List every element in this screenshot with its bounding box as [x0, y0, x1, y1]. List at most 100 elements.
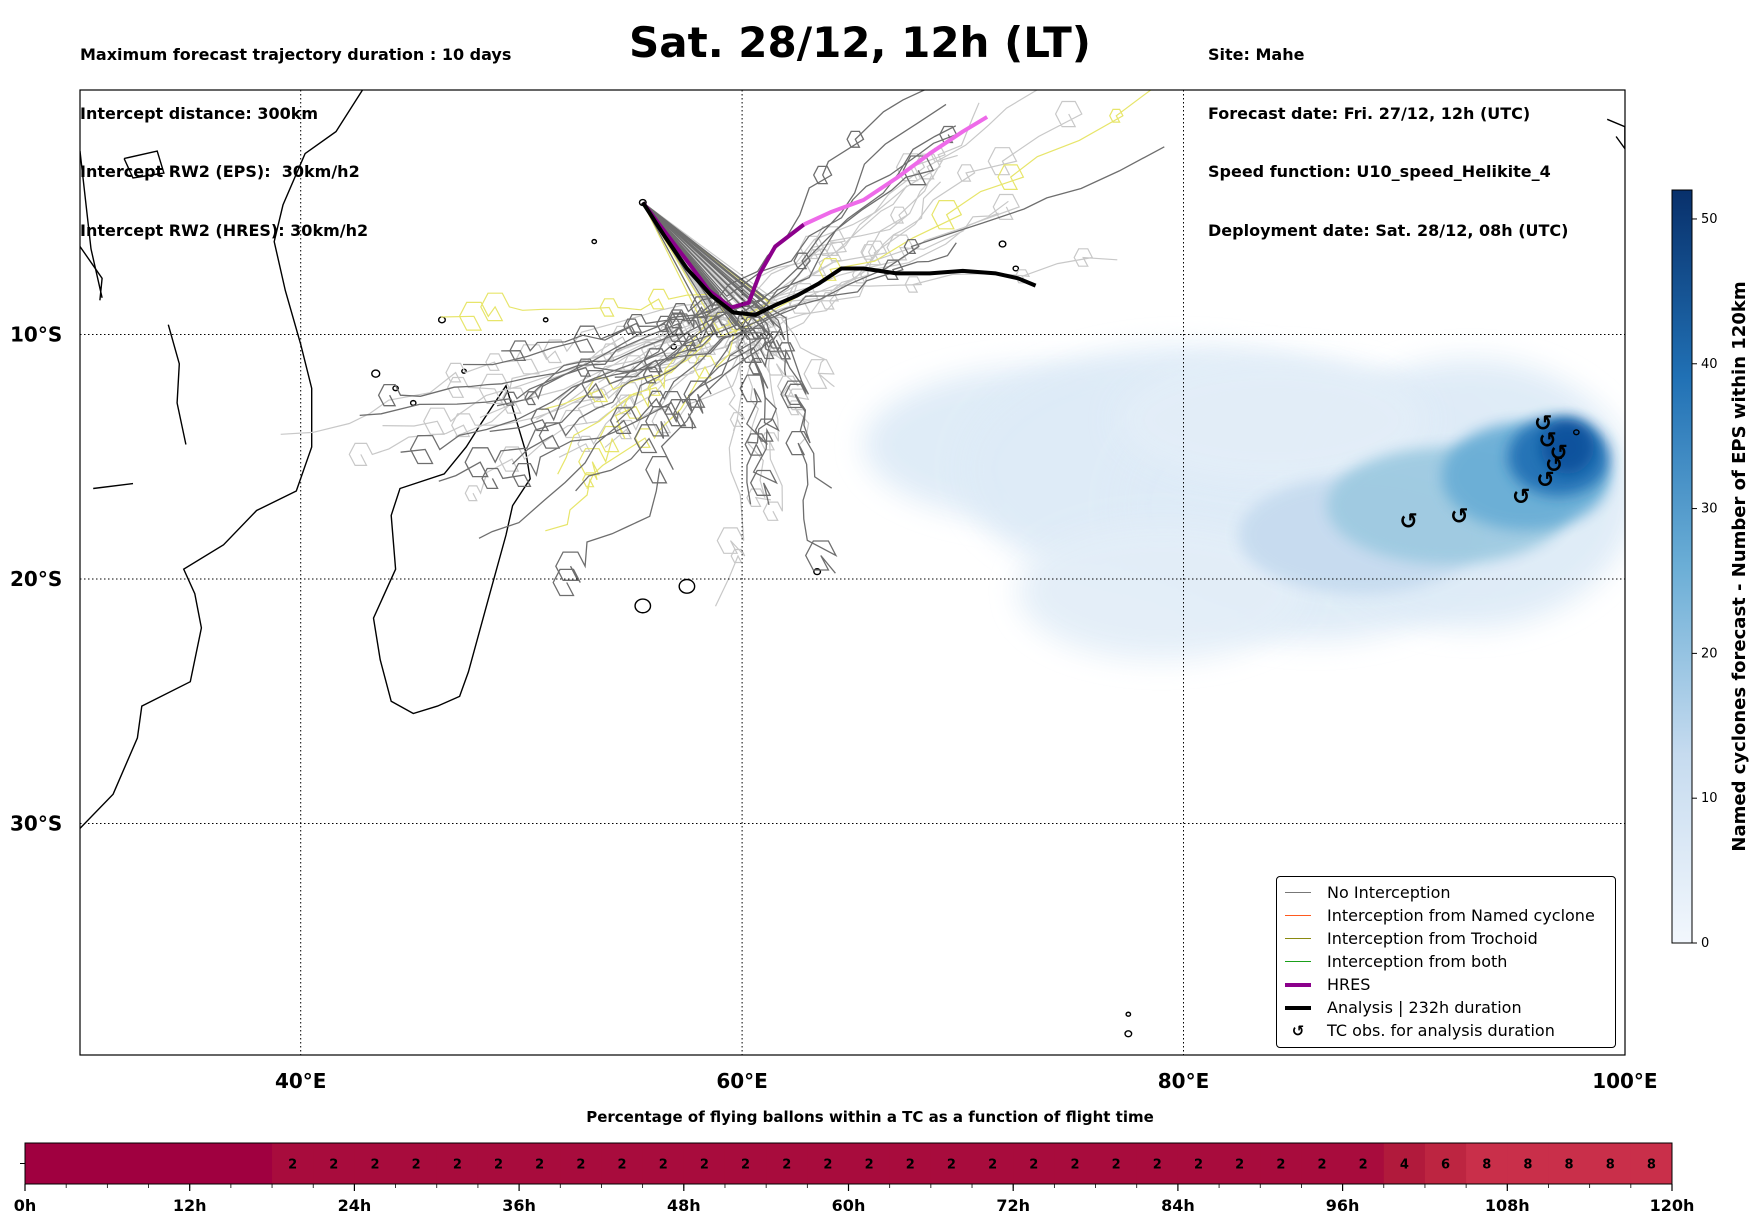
param-line: Intercept RW2 (EPS): 30km/h2	[80, 162, 360, 181]
timebar-value-label: 2	[782, 1158, 791, 1173]
timebar-value-label: 2	[1029, 1158, 1038, 1173]
island	[998, 240, 1007, 248]
ensemble-trajectory	[377, 202, 720, 407]
colorbar-tick-label: 10	[1701, 791, 1718, 806]
timebar-value-label: 2	[288, 1158, 297, 1173]
ensemble-trajectory	[642, 155, 935, 311]
legend-entry-trochoid: Interception from Trochoid	[1277, 927, 1538, 950]
ensemble-trajectory	[642, 202, 745, 430]
colorbar-tick-label: 0	[1701, 936, 1709, 951]
hres-track	[641, 201, 806, 310]
trochoid-trajectory	[557, 202, 725, 475]
island	[1572, 429, 1580, 436]
timebar-cell	[889, 1143, 932, 1184]
timebar-value-label: 2	[947, 1158, 956, 1173]
cyclone-density-field	[863, 346, 1625, 660]
legend-line-sample	[1285, 982, 1311, 987]
timebar-value-label: 2	[700, 1158, 709, 1173]
timebar-value-label: 2	[1276, 1158, 1285, 1173]
tc-observation-marker: ↺	[1450, 504, 1468, 529]
legend-label: No Interception	[1327, 883, 1451, 902]
y-tick-label: 10°S	[10, 323, 62, 347]
tc-observation-marker: ↺	[1534, 412, 1552, 437]
timebar-value-label: 2	[741, 1158, 750, 1173]
ensemble-trajectory	[642, 202, 747, 432]
timebar-tick-label: 72h	[996, 1196, 1030, 1213]
timebar-value-label: 8	[1647, 1158, 1656, 1173]
density-blob	[1541, 420, 1595, 474]
timebar-value-label: 8	[1565, 1158, 1574, 1173]
timebar-cell	[972, 1143, 1014, 1184]
timebar-value-label: 2	[906, 1158, 915, 1173]
ensemble-trajectory	[642, 125, 957, 308]
trochoid-trajectory	[545, 202, 712, 532]
timebar-tick-label: 12h	[173, 1196, 207, 1213]
coastline-lake-malawi	[167, 324, 187, 445]
timebar-cell	[1548, 1143, 1591, 1184]
colorbar-gradient	[1671, 189, 1693, 944]
timebar-cell	[1054, 1143, 1097, 1184]
site-parameters: Site: Mahe Forecast date: Fri. 27/12, 12…	[1208, 6, 1568, 260]
run-parameters: Maximum forecast trajectory duration : 1…	[80, 6, 511, 260]
colorbar-title: Named cyclones forecast - Number of EPS …	[1729, 281, 1750, 851]
timebar-cell	[1177, 1143, 1220, 1184]
tc-symbol-icon: ↺	[1291, 1021, 1305, 1040]
timebar-value-label: 2	[1153, 1158, 1162, 1173]
ensemble-trajectory	[481, 202, 782, 490]
legend-entry-no-interception: No Interception	[1277, 881, 1451, 904]
timebar-cell	[436, 1143, 479, 1184]
colorbar-tick-label: 50	[1701, 212, 1718, 227]
ensemble-trajectory	[478, 202, 755, 539]
ensemble-trajectories	[280, 90, 1165, 607]
timebar-value-label: 2	[865, 1158, 874, 1173]
hres-track-extension	[803, 115, 989, 227]
ensemble-trajectory	[616, 202, 733, 423]
timebar-value-label: 2	[823, 1158, 832, 1173]
timebar-cell	[1424, 1143, 1467, 1184]
timebar-cell	[1013, 1143, 1055, 1184]
timebar-cell	[519, 1143, 561, 1184]
tc-observation-marker: ↺	[1549, 441, 1567, 466]
y-tick-label: 30°S	[10, 812, 62, 836]
colorbar-tick-label: 30	[1701, 502, 1718, 517]
ensemble-trajectory	[512, 202, 738, 465]
timebar-cell	[807, 1143, 849, 1184]
timebar-tick-label: 0h	[14, 1196, 37, 1213]
timebar-value-label: 8	[1482, 1158, 1491, 1173]
legend-entry-tc-obs: ↺ TC obs. for analysis duration	[1277, 1019, 1555, 1042]
timebar-value-label: 4	[1400, 1158, 1409, 1173]
island	[409, 399, 417, 407]
timebar-value-label: 8	[1606, 1158, 1615, 1173]
timebar-value-label: 2	[988, 1158, 997, 1173]
ensemble-trajectory	[642, 202, 780, 506]
site-line: Forecast date: Fri. 27/12, 12h (UTC)	[1208, 103, 1531, 123]
timebar-title: Percentage of flying ballons within a TC…	[586, 1108, 1154, 1126]
timebar-cell	[189, 1143, 232, 1184]
island	[634, 598, 652, 614]
ensemble-trajectory	[642, 181, 942, 326]
ensemble-trajectory	[642, 200, 1009, 315]
timebar-cell	[930, 1143, 973, 1184]
island	[1012, 265, 1020, 272]
timebar-cell	[313, 1143, 355, 1184]
x-tick-label: 40°E	[275, 1069, 327, 1093]
site-line: Site: Mahe	[1208, 45, 1305, 64]
legend-entry-both: Interception from both	[1277, 950, 1507, 973]
timebar-cell	[148, 1143, 191, 1184]
ensemble-trajectory	[642, 202, 769, 505]
tc-observation-marker: ↺	[1545, 453, 1563, 478]
timebar-cell	[354, 1143, 397, 1184]
timebar-cell	[1342, 1143, 1385, 1184]
timebar-tick-label: 96h	[1326, 1196, 1360, 1213]
timebar-tick-label: 36h	[502, 1196, 536, 1213]
timebar-tick-label: 108h	[1485, 1196, 1530, 1213]
timebar-cell	[1630, 1143, 1673, 1184]
legend-line-sample	[1285, 938, 1311, 939]
legend-entry-hres: HRES	[1277, 973, 1370, 996]
timebar-cell	[107, 1143, 150, 1184]
map-frame	[79, 89, 1626, 1056]
ensemble-trajectory	[526, 202, 728, 401]
ensemble-trajectory	[642, 185, 908, 297]
timebar-value-label: 2	[329, 1158, 338, 1173]
ensemble-trajectory	[496, 202, 719, 407]
